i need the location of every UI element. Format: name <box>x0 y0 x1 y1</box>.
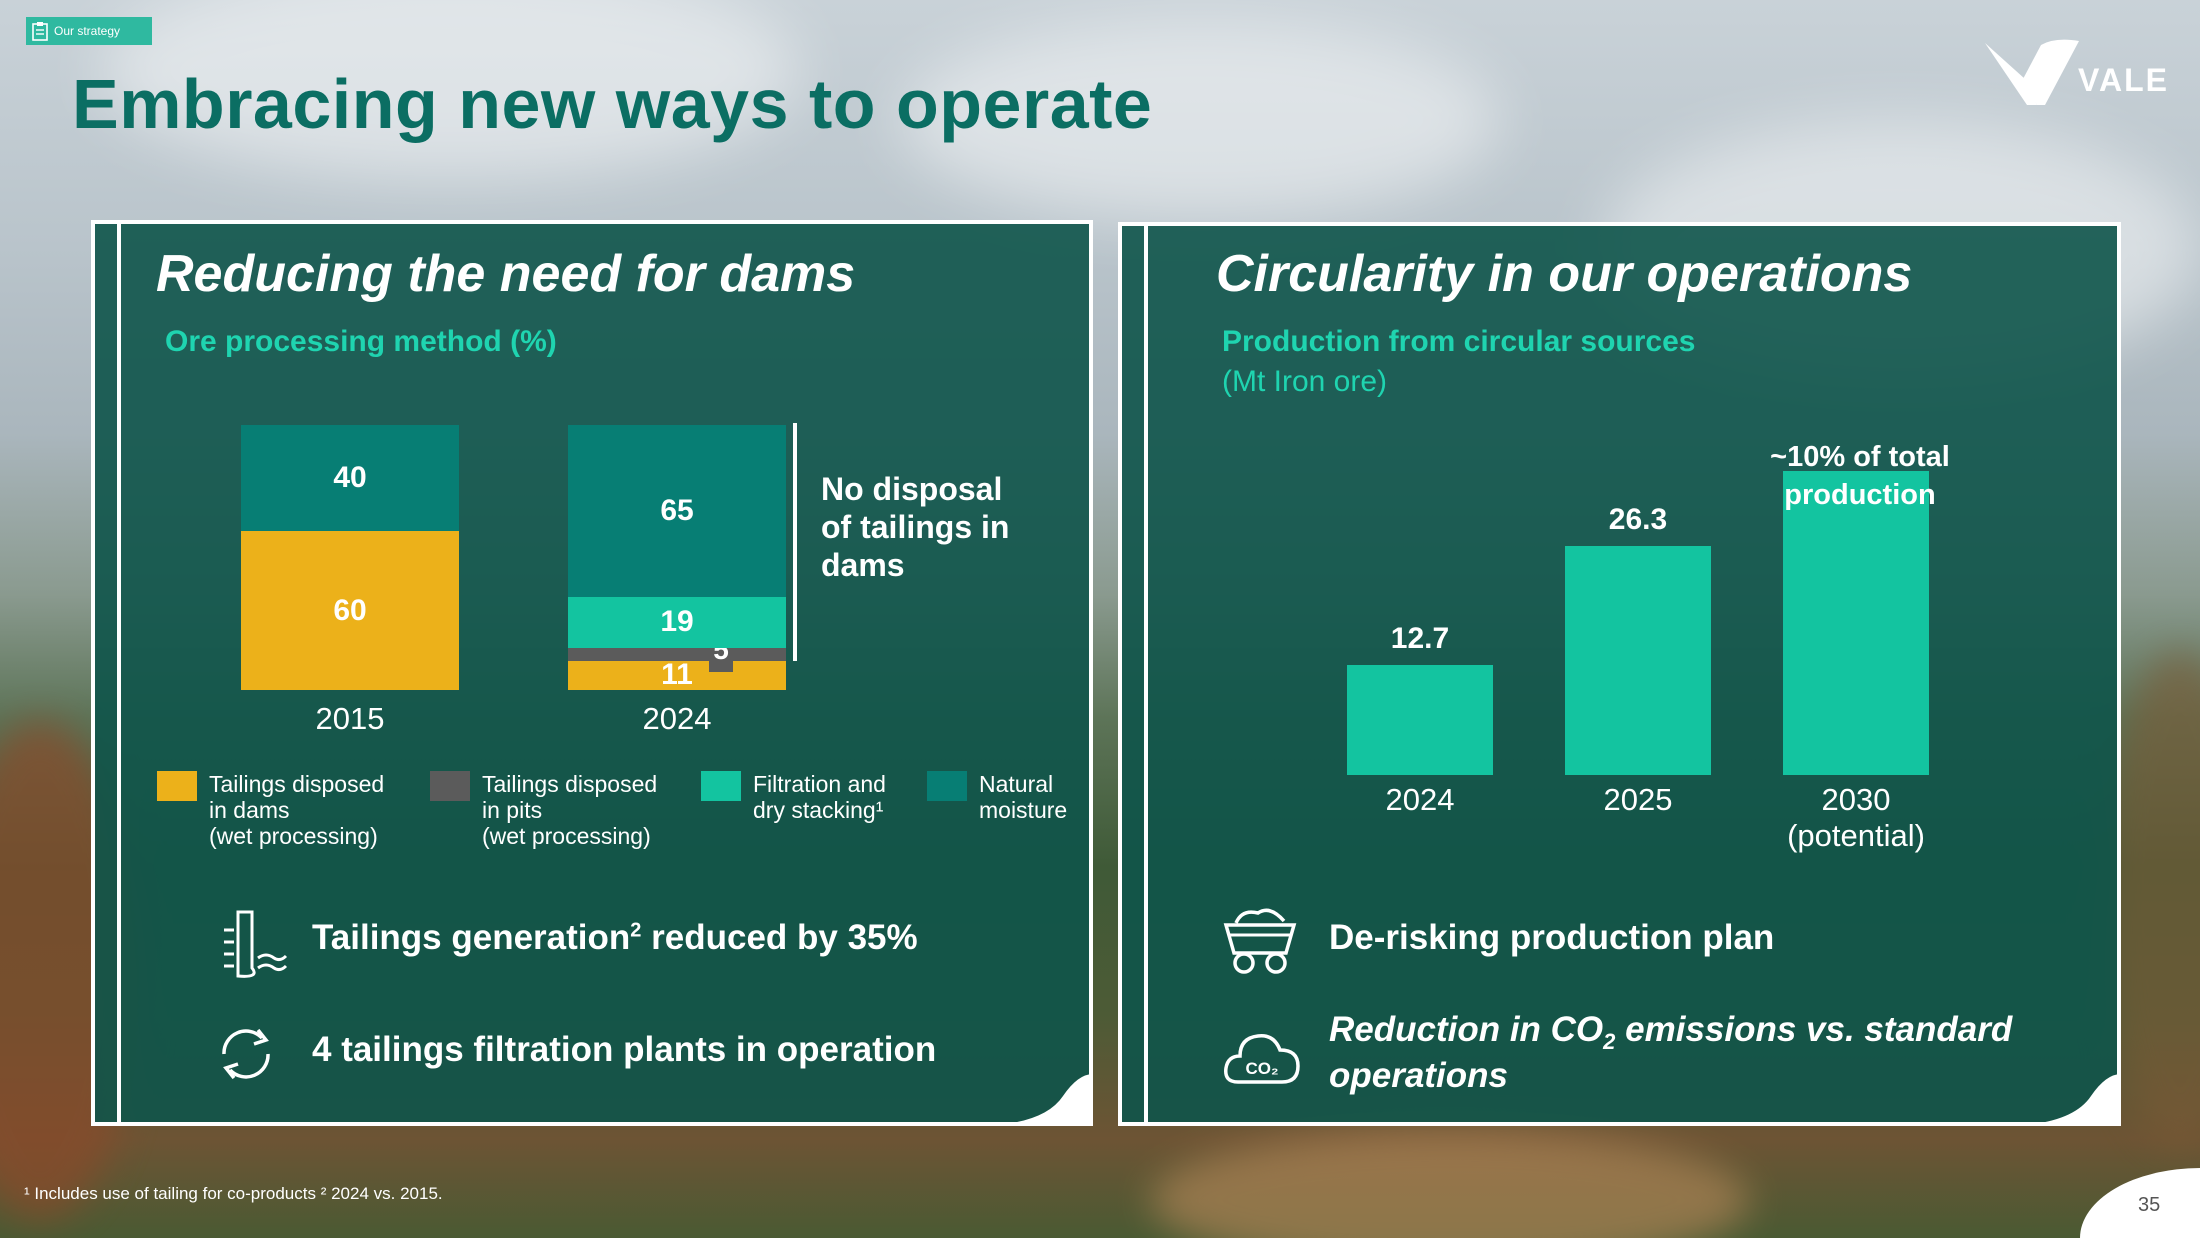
bar-segment <box>568 647 786 661</box>
panel-corner-curve <box>973 1074 1093 1126</box>
x-tick-label-line: 2025 <box>1603 782 1673 817</box>
background-cloud <box>900 20 1500 220</box>
x-tick-label-line: (potential) <box>1787 818 1925 853</box>
section-tag-label: Our strategy <box>54 24 121 38</box>
section-tag: Our strategy <box>26 17 152 45</box>
bar-segment: 60 <box>241 531 459 690</box>
x-tick-label-line: 2024 <box>1385 782 1455 817</box>
x-tick-label: 2030 (potential) <box>1753 782 1959 854</box>
x-tick-label: 2015 <box>315 701 385 736</box>
legend-label-line: dry stacking¹ <box>753 797 884 823</box>
bar <box>1347 664 1493 775</box>
right-panel-subtitle: Production from circular sources <box>1222 325 1696 358</box>
co2-icon-label: CO₂ <box>1245 1059 1278 1078</box>
bar-data-label: 26.3 <box>1608 503 1668 537</box>
legend-label-line: Tailings disposed <box>482 771 658 797</box>
bar <box>1783 470 1929 775</box>
mine-cart-icon <box>1223 908 1297 974</box>
legend-label-line: Tailings disposed <box>209 771 385 797</box>
legend-swatch <box>927 771 967 801</box>
legend-label-line: moisture <box>979 797 1068 823</box>
recycle-arrows-icon <box>222 1028 270 1080</box>
legend-label-line: in dams <box>209 797 290 823</box>
bracket-line <box>793 423 797 661</box>
co2-reduction-text-line2: operations <box>1329 1056 1508 1095</box>
legend-label: Tailings disposed in dams (wet processing) <box>209 771 384 849</box>
bar-annotation-line: production <box>1784 479 1936 511</box>
no-disposal-note: No disposal of tailings in dams <box>821 471 1010 583</box>
x-tick-label: 2025 <box>1535 782 1741 818</box>
left-panel-subtitle: Ore processing method (%) <box>165 325 557 358</box>
legend-label: Natural moisture <box>979 771 1067 823</box>
legend-swatch <box>701 771 741 801</box>
legend-label-line: in pits <box>482 797 543 823</box>
panel-divider-line <box>1144 226 1148 1122</box>
bar-segment: 11 <box>568 659 786 690</box>
background-terrain <box>1150 1130 1750 1238</box>
bar-data-label: 12.7 <box>1390 621 1450 655</box>
clipboard-icon <box>30 20 50 42</box>
legend-label-line: Natural <box>979 771 1054 797</box>
tailings-icon <box>224 910 288 978</box>
legend-label-line: (wet processing) <box>482 823 651 849</box>
co2-cloud-icon: CO₂ <box>1224 1034 1300 1084</box>
bar-segment: 65 <box>568 425 786 598</box>
panel-corner-curve <box>2001 1074 2121 1126</box>
legend-swatch <box>157 771 197 801</box>
bar-segment: 19 <box>568 597 786 648</box>
legend-label: Filtration and dry stacking¹ <box>753 771 886 823</box>
legend-label-line: Filtration and <box>753 771 886 797</box>
x-tick-label-line: 2030 <box>1821 782 1891 817</box>
right-panel-unit: (Mt Iron ore) <box>1222 365 1388 398</box>
x-tick-label: 2024 <box>642 701 712 736</box>
vale-logo-icon <box>1985 39 2079 105</box>
bar-segment: 40 <box>241 425 459 531</box>
legend-label: Tailings disposed in pits (wet processing) <box>482 771 657 849</box>
bar <box>1565 546 1711 775</box>
right-panel-title: Circularity in our operations <box>1216 245 1913 303</box>
bar-annotation: ~10% of total production <box>1740 438 1980 514</box>
bar-annotation-line: ~10% of total <box>1770 441 1950 473</box>
de-risking-text: De-risking production plan <box>1329 918 1775 957</box>
background-cloud <box>100 0 800 180</box>
page-title: Embracing new ways to operate <box>72 65 1153 143</box>
co2-reduction-text: Reduction in CO2 emissions vs. standard <box>1329 1010 2013 1054</box>
legend-label-line: (wet processing) <box>209 823 378 849</box>
left-panel-title: Reducing the need for dams <box>156 245 856 303</box>
filtration-plants-text: 4 tailings filtration plants in operatio… <box>312 1030 937 1069</box>
legend-swatch <box>430 771 470 801</box>
tailings-reduction-text: Tailings generation2 reduced by 35% <box>312 918 918 957</box>
footnote: ¹ Includes use of tailing for co-product… <box>24 1184 443 1203</box>
page-number: 35 <box>2138 1194 2161 1216</box>
x-tick-label: 2024 <box>1317 782 1523 818</box>
brand-name: VALE <box>2078 62 2169 98</box>
panel-divider-line <box>117 224 121 1122</box>
